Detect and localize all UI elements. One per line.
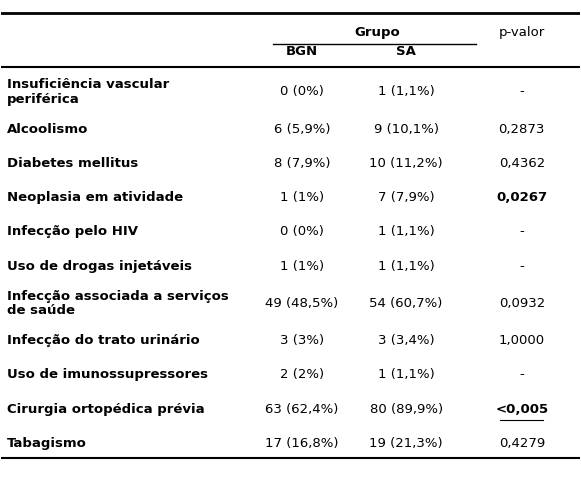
Text: -: -	[519, 260, 524, 272]
Text: 1,0000: 1,0000	[498, 334, 545, 347]
Text: Uso de drogas injetáveis: Uso de drogas injetáveis	[7, 260, 192, 272]
Text: 80 (89,9%): 80 (89,9%)	[370, 402, 443, 416]
Text: 1 (1,1%): 1 (1,1%)	[378, 369, 435, 381]
Text: 2 (2%): 2 (2%)	[280, 369, 324, 381]
Text: 19 (21,3%): 19 (21,3%)	[370, 437, 443, 450]
Text: BGN: BGN	[286, 45, 318, 58]
Text: Neoplasia em atividade: Neoplasia em atividade	[7, 191, 183, 204]
Text: 3 (3,4%): 3 (3,4%)	[378, 334, 435, 347]
Text: 7 (7,9%): 7 (7,9%)	[378, 191, 435, 204]
Text: 63 (62,4%): 63 (62,4%)	[266, 402, 339, 416]
Text: 9 (10,1%): 9 (10,1%)	[374, 123, 439, 136]
Text: 1 (1,1%): 1 (1,1%)	[378, 225, 435, 239]
Text: Grupo: Grupo	[354, 26, 400, 39]
Text: 0,4279: 0,4279	[498, 437, 545, 450]
Text: 0 (0%): 0 (0%)	[280, 86, 324, 98]
Text: -: -	[519, 369, 524, 381]
Text: 6 (5,9%): 6 (5,9%)	[274, 123, 331, 136]
Text: 1 (1,1%): 1 (1,1%)	[378, 260, 435, 272]
Text: Cirurgia ortopédica prévia: Cirurgia ortopédica prévia	[7, 402, 205, 416]
Text: 1 (1%): 1 (1%)	[280, 191, 324, 204]
Text: p-valor: p-valor	[498, 26, 545, 39]
Text: 0,4362: 0,4362	[498, 157, 545, 170]
Text: Infecção do trato urinário: Infecção do trato urinário	[7, 334, 200, 347]
Text: Insuficiência vascular: Insuficiência vascular	[7, 78, 170, 91]
Text: 0 (0%): 0 (0%)	[280, 225, 324, 239]
Text: <0,005: <0,005	[495, 402, 548, 416]
Text: Alcoolismo: Alcoolismo	[7, 123, 88, 136]
Text: 17 (16,8%): 17 (16,8%)	[266, 437, 339, 450]
Text: SA: SA	[396, 45, 416, 58]
Text: 49 (48,5%): 49 (48,5%)	[266, 297, 339, 310]
Text: -: -	[519, 225, 524, 239]
Text: 0,2873: 0,2873	[498, 123, 545, 136]
Text: 1 (1,1%): 1 (1,1%)	[378, 86, 435, 98]
Text: -: -	[519, 86, 524, 98]
Text: Infecção pelo HIV: Infecção pelo HIV	[7, 225, 138, 239]
Text: 10 (11,2%): 10 (11,2%)	[370, 157, 443, 170]
Text: 8 (7,9%): 8 (7,9%)	[274, 157, 331, 170]
Text: 1 (1%): 1 (1%)	[280, 260, 324, 272]
Text: Uso de imunossupressores: Uso de imunossupressores	[7, 369, 208, 381]
Text: Tabagismo: Tabagismo	[7, 437, 87, 450]
Text: Infecção associada a serviços: Infecção associada a serviços	[7, 290, 229, 303]
Text: 54 (60,7%): 54 (60,7%)	[370, 297, 443, 310]
Text: de saúde: de saúde	[7, 304, 75, 317]
Text: 0,0267: 0,0267	[496, 191, 547, 204]
Text: 0,0932: 0,0932	[498, 297, 545, 310]
Text: Diabetes mellitus: Diabetes mellitus	[7, 157, 138, 170]
Text: 3 (3%): 3 (3%)	[280, 334, 324, 347]
Text: periférica: periférica	[7, 93, 80, 106]
